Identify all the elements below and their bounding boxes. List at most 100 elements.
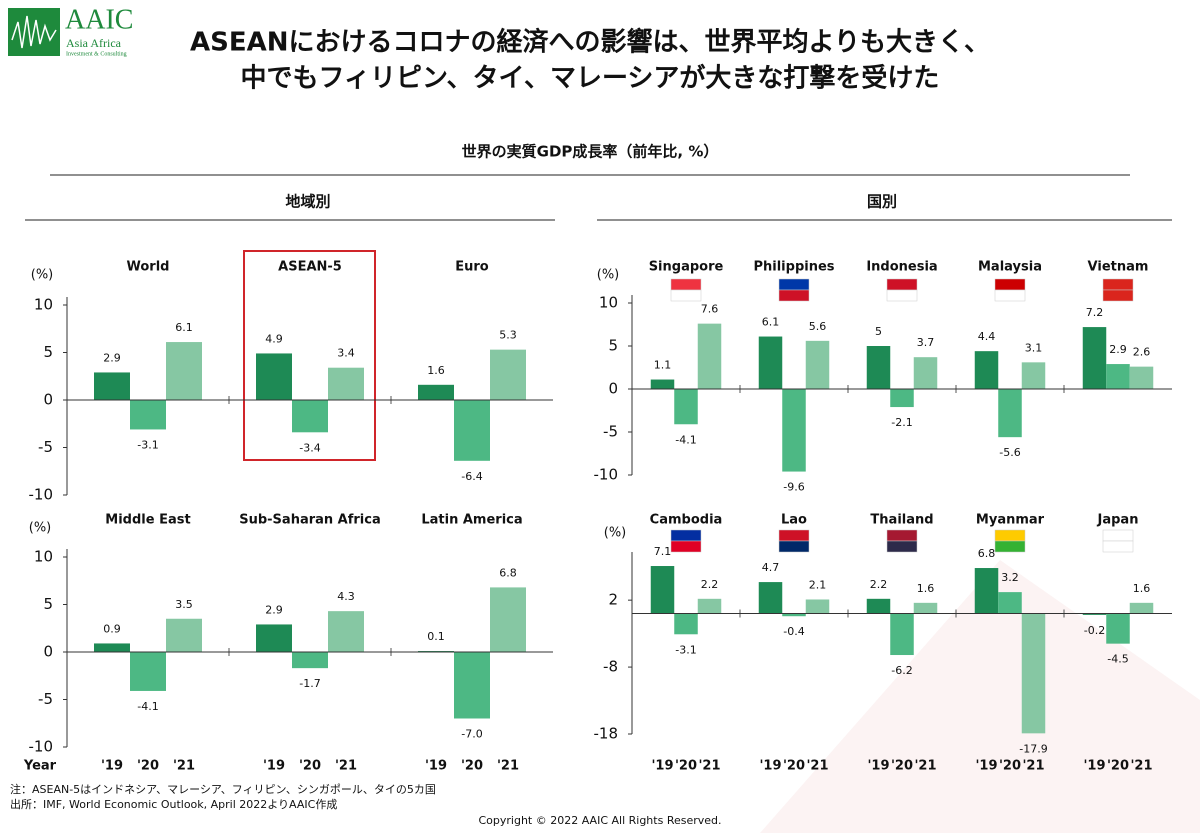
panel-title: Lao <box>781 513 807 528</box>
title-line: ASEANにおけるコロナの経済への影響は、世界平均よりも大きく、 <box>190 27 990 58</box>
bar <box>758 582 783 614</box>
value-label: 6.1 <box>175 321 193 334</box>
value-label: 2.2 <box>870 578 888 591</box>
bar <box>328 367 364 400</box>
value-label: 7.2 <box>1086 306 1104 319</box>
panel-title: ASEAN-5 <box>278 260 342 275</box>
bar <box>1082 327 1107 389</box>
value-label: 2.1 <box>809 578 827 591</box>
bar <box>1021 613 1046 734</box>
flag <box>778 540 810 553</box>
y-tick-label: 0 <box>43 391 53 409</box>
bar <box>1106 364 1130 389</box>
copyright: Copyright © 2022 AAIC All Rights Reserve… <box>478 814 721 827</box>
x-tick-label: '20 <box>999 759 1021 774</box>
value-label: 5.3 <box>499 329 517 342</box>
bar <box>256 353 292 400</box>
y-tick-label: -10 <box>29 738 54 756</box>
bar <box>94 372 130 400</box>
value-label: 2.2 <box>701 578 719 591</box>
note: 出所：IMF, World Economic Outlook, April 20… <box>10 797 337 811</box>
y-tick-label: 2 <box>608 591 618 609</box>
logo-sub: Asia Africa <box>66 36 122 50</box>
bar <box>913 602 938 614</box>
x-tick-label: '21 <box>1130 759 1152 774</box>
background-decor <box>760 560 1200 833</box>
x-tick-label: '20 <box>783 759 805 774</box>
bar <box>866 346 891 389</box>
x-tick-label: '19 <box>425 759 447 774</box>
flag <box>778 278 810 291</box>
value-label: -4.1 <box>675 433 696 446</box>
bar <box>913 357 938 389</box>
flag <box>670 278 702 291</box>
y-tick-label: 0 <box>43 643 53 661</box>
flag <box>994 540 1026 553</box>
value-label: 6.8 <box>499 566 517 579</box>
value-label: -2.1 <box>891 416 912 429</box>
value-label: 3.5 <box>175 598 193 611</box>
y-tick-label: 10 <box>599 294 618 312</box>
bar <box>256 624 292 652</box>
value-label: -6.4 <box>461 470 482 483</box>
value-label: 5.6 <box>809 320 827 333</box>
y-tick-label: -5 <box>38 438 53 456</box>
value-label: 7.1 <box>654 545 672 558</box>
y-tick-label: -8 <box>603 658 618 676</box>
bar <box>166 618 202 652</box>
x-tick-label: '21 <box>335 759 357 774</box>
bar <box>130 400 166 430</box>
value-label: 2.6 <box>1133 346 1151 359</box>
value-label: 4.4 <box>978 330 996 343</box>
bar <box>650 566 675 614</box>
value-label: 2.9 <box>103 351 121 364</box>
value-label: -7.0 <box>461 728 482 741</box>
x-tick-label: '19 <box>1083 759 1105 774</box>
flag <box>886 540 918 553</box>
flag <box>778 529 810 542</box>
bar <box>166 342 202 400</box>
bar <box>998 389 1022 438</box>
value-label: -6.2 <box>891 664 912 677</box>
title-line: 中でもフィリピン、タイ、マレーシアが大きな打撃を受けた <box>241 63 940 94</box>
flag <box>886 278 918 291</box>
unit-label: (%) <box>29 521 52 536</box>
x-tick-label: '20 <box>137 759 159 774</box>
panel-title: Singapore <box>649 260 724 275</box>
bar <box>782 389 806 472</box>
bar <box>94 643 130 652</box>
value-label: -17.9 <box>1019 742 1047 755</box>
flag <box>994 289 1026 302</box>
flag <box>886 289 918 302</box>
bar <box>697 598 722 614</box>
x-tick-label: '21 <box>806 759 828 774</box>
panel-title: Cambodia <box>650 513 723 528</box>
bar <box>454 652 490 719</box>
x-tick-label: '20 <box>461 759 483 774</box>
bar <box>1106 613 1130 644</box>
bar <box>758 336 783 389</box>
bar <box>650 379 675 389</box>
bar <box>674 389 698 425</box>
value-label: 4.7 <box>762 561 780 574</box>
panel-title: Latin America <box>421 513 522 528</box>
bar <box>1082 613 1107 615</box>
value-label: 0.1 <box>427 630 445 643</box>
panel-title: Philippines <box>753 260 834 275</box>
bar <box>1021 362 1046 389</box>
value-label: 0.9 <box>103 622 121 635</box>
value-label: 1.6 <box>1133 582 1151 595</box>
value-label: 3.1 <box>1025 341 1043 354</box>
flag <box>994 278 1026 291</box>
unit-label: (%) <box>31 268 54 283</box>
x-tick-label: '20 <box>675 759 697 774</box>
value-label: -3.1 <box>137 438 158 451</box>
x-tick-label: '19 <box>867 759 889 774</box>
panel-title: Myanmar <box>976 513 1045 528</box>
bar <box>697 323 722 389</box>
bar <box>328 611 364 652</box>
panel-title: Indonesia <box>866 260 937 275</box>
bar <box>890 613 914 656</box>
flag <box>994 529 1026 542</box>
value-label: 4.9 <box>265 332 283 345</box>
